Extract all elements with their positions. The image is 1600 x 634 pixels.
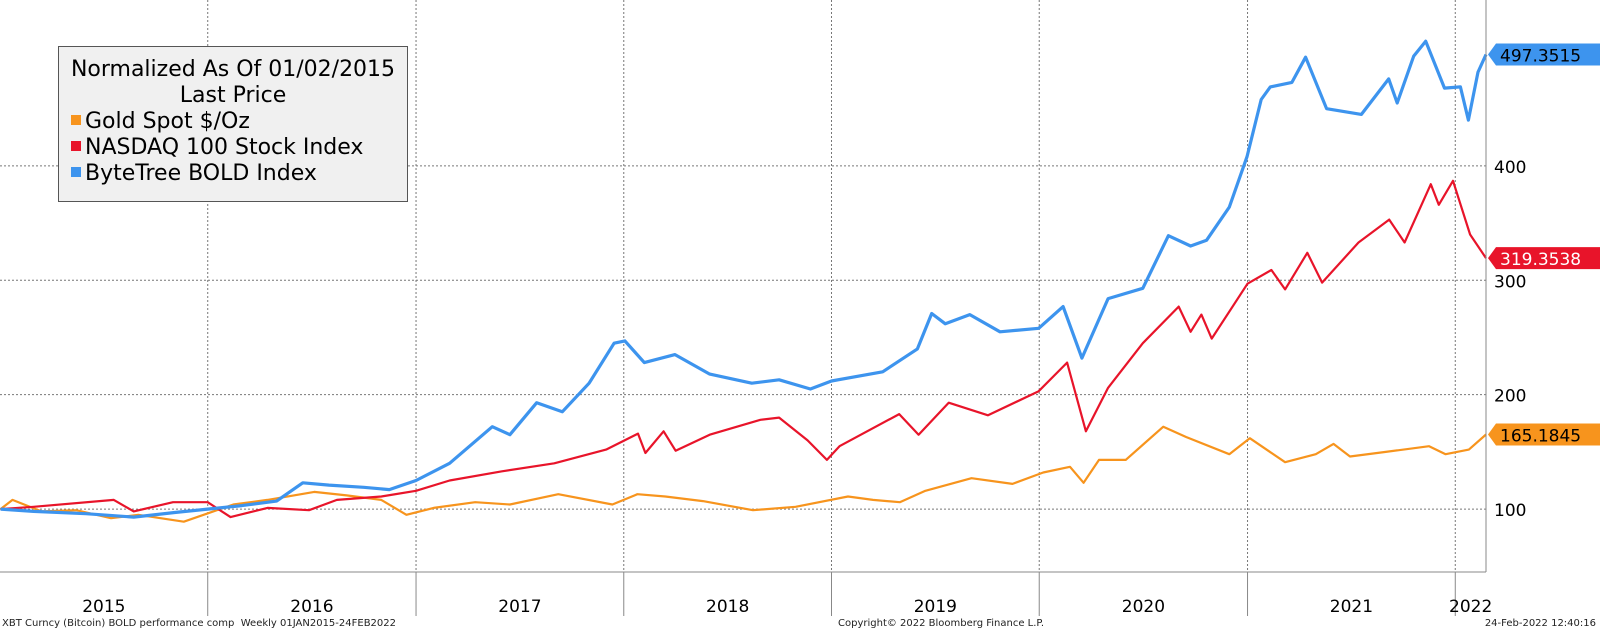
series-line-0 <box>0 425 1487 523</box>
legend-label-nasdaq: NASDAQ 100 Stock Index <box>85 135 364 160</box>
footer-copyright: Copyright© 2022 Bloomberg Finance L.P. <box>838 618 1045 629</box>
x-tick-label-2017: 2017 <box>498 597 541 617</box>
last-value-label-0: 165.1845 <box>1500 427 1581 447</box>
last-value-tag-1 <box>1488 247 1600 270</box>
legend-item-bold: ByteTree BOLD Index <box>59 161 407 187</box>
legend-label-bold: ByteTree BOLD Index <box>85 161 317 186</box>
x-tick-label-2019: 2019 <box>914 597 957 617</box>
chart-legend: Normalized As Of 01/02/2015 Last Price G… <box>58 46 408 202</box>
x-tick-label-2020: 2020 <box>1122 597 1165 617</box>
y-tick-label-200: 200 <box>1494 387 1526 407</box>
legend-item-gold: Gold Spot $/Oz <box>59 109 407 135</box>
x-tick-label-2015: 2015 <box>82 597 125 617</box>
chart-series-lines <box>0 39 1488 523</box>
y-tick-label-400: 400 <box>1494 158 1526 178</box>
legend-swatch-bold <box>71 167 81 177</box>
last-value-label-2: 497.3515 <box>1500 47 1581 67</box>
chart-axes: 100 200 300 400 2015 2016 2017 2018 2019 2020 2021… <box>0 0 1526 617</box>
legend-swatch-gold <box>71 115 81 125</box>
legend-title: Normalized As Of 01/02/2015 <box>70 57 396 82</box>
legend-swatch-nasdaq <box>71 141 81 151</box>
legend-item-nasdaq: NASDAQ 100 Stock Index <box>59 135 407 161</box>
series-line-2 <box>0 39 1488 519</box>
x-tick-label-2018: 2018 <box>706 597 749 617</box>
x-tick-label-2016: 2016 <box>290 597 333 617</box>
last-value-tag-0 <box>1488 423 1600 446</box>
legend-subtitle: Last Price <box>179 83 287 108</box>
series-line-1 <box>0 179 1487 519</box>
x-tick-label-2022: 2022 <box>1449 597 1492 617</box>
last-value-label-1: 319.3538 <box>1500 250 1581 270</box>
y-tick-label-100: 100 <box>1494 501 1526 521</box>
last-value-tags: 165.1845 319.3538 497.3515 <box>1488 43 1600 447</box>
footer-description: XBT Curncy (Bitcoin) BOLD performance co… <box>2 618 397 629</box>
x-tick-label-2021: 2021 <box>1330 597 1373 617</box>
footer-timestamp: 24-Feb-2022 12:40:16 <box>1484 618 1596 629</box>
last-value-tag-2 <box>1488 43 1600 66</box>
legend-label-gold: Gold Spot $/Oz <box>85 109 250 134</box>
y-tick-label-300: 300 <box>1494 272 1526 292</box>
chart-grid <box>0 0 1486 572</box>
